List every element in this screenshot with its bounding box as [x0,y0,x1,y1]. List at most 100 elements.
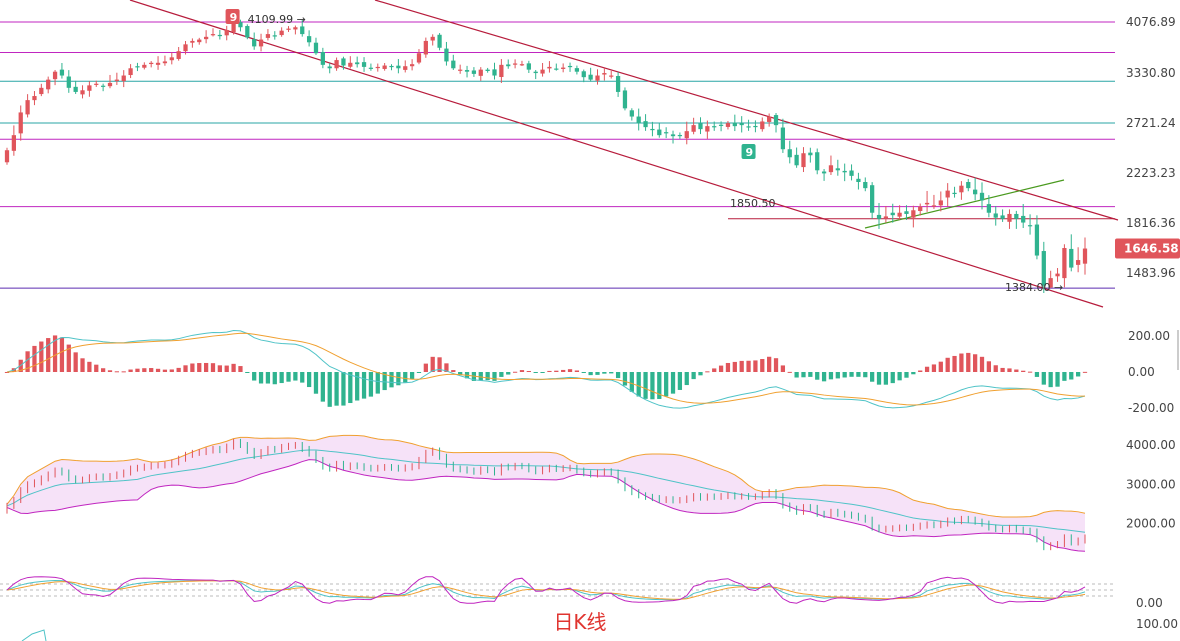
candle-body [808,152,813,156]
macd-histogram-bar [554,370,559,372]
boll-band-fill [7,435,1085,552]
macd-histogram-bar [183,365,188,372]
macd-histogram-bar [155,368,161,372]
macd-histogram-bar [609,372,614,374]
candle-body [581,71,586,78]
candle-body [389,65,394,68]
candle-body [183,44,188,52]
macd-histogram-bar [1014,369,1019,372]
macd-histogram-bar [224,365,229,372]
candle-body [1000,215,1005,219]
macd-histogram-bar [416,372,422,373]
candle-body [458,69,463,71]
candle-body [815,152,820,171]
candle-body [348,62,353,67]
macd-histogram-bar [512,371,518,373]
macd-histogram-bar [966,352,971,372]
candle-body [931,205,937,207]
candle-body [512,63,518,65]
macd-histogram-bar [993,365,998,372]
macd-histogram-bar [821,372,827,382]
candle-body [636,116,641,124]
annotation-layer: 9 4109.99 → 9 1850.50 1384.00 → [225,9,1063,294]
candle-body [924,202,930,205]
candle-body [107,82,113,87]
macd-histogram-bar [485,372,490,381]
candle-body [11,135,16,151]
macd-histogram-bar [870,372,875,382]
candle-body [643,121,648,128]
candle-body [169,57,174,61]
candle-body [691,125,696,132]
candle-body [416,53,422,63]
macd-histogram-bar [760,359,765,372]
macd-histogram-bar [4,372,10,373]
candle-body [526,63,531,70]
candle-body [114,79,119,81]
candle-body [142,64,147,68]
macd-histogram-bar [574,370,580,372]
boll-axis-tick-label: 4000.00 [1126,438,1176,452]
macd-histogram-bar [526,371,531,373]
candle-body [677,134,683,137]
macd-histogram-bar [622,372,628,386]
candle-body [938,200,943,206]
candle-body [492,69,497,76]
candle-body [773,115,779,126]
macd-histogram-bar [162,369,168,372]
macd-histogram-bar [1027,371,1033,373]
candle-body [664,132,669,134]
macd-histogram-bar [80,358,85,372]
candle-body [135,66,140,68]
macd-axis-tick-label: 200.00 [1128,329,1170,343]
candle-body [863,181,868,189]
candle-body [149,62,154,65]
candle-body [327,66,332,69]
macd-histogram-bar [705,371,710,373]
macd-histogram-bar [945,357,950,372]
td-sequential-badge [225,9,240,24]
macd-histogram-bar [382,372,387,391]
candle-body [224,29,229,36]
macd-histogram-bar [801,372,806,378]
candle-body [444,48,449,62]
candle-body [286,28,291,30]
macd-histogram-bar [458,372,463,375]
macd-histogram-bar [794,372,799,378]
macd-histogram-bar [753,360,758,372]
candle-body [245,26,250,38]
candle-body [300,26,305,35]
macd-axis-tick-label: 0.00 [1128,365,1155,379]
candle-body [973,189,978,195]
candle-body [128,68,133,76]
macd-histogram-bar [698,372,703,376]
level-marker-label: 1850.50 [730,197,776,210]
candle-body [911,210,916,218]
candle-body [506,64,511,67]
candle-body [306,36,312,43]
candle-body [361,62,367,67]
macd-histogram-bar [265,372,271,384]
macd-histogram-bar [203,362,209,372]
macd-histogram-bar [1048,372,1053,388]
macd-histogram-bar [643,372,648,399]
candle-body [801,153,806,168]
grid-layer [0,21,1115,289]
candle-body [258,39,264,47]
candle-body [375,66,380,69]
candle-body [979,192,985,201]
macd-histogram-bar [657,372,662,399]
support-trend-line [864,179,1065,229]
macd-histogram-bar [567,369,573,372]
trendline-layer [129,0,1119,308]
candle-body [986,204,992,213]
macd-histogram-bar [128,369,133,372]
macd-histogram-bar [423,363,428,372]
candle-body [952,192,957,195]
macd-histogram-bar [931,364,937,372]
candle-body [787,149,792,158]
macd-histogram-bar [197,363,202,372]
macd-histogram-bar [341,372,346,406]
candle-body [609,75,614,77]
